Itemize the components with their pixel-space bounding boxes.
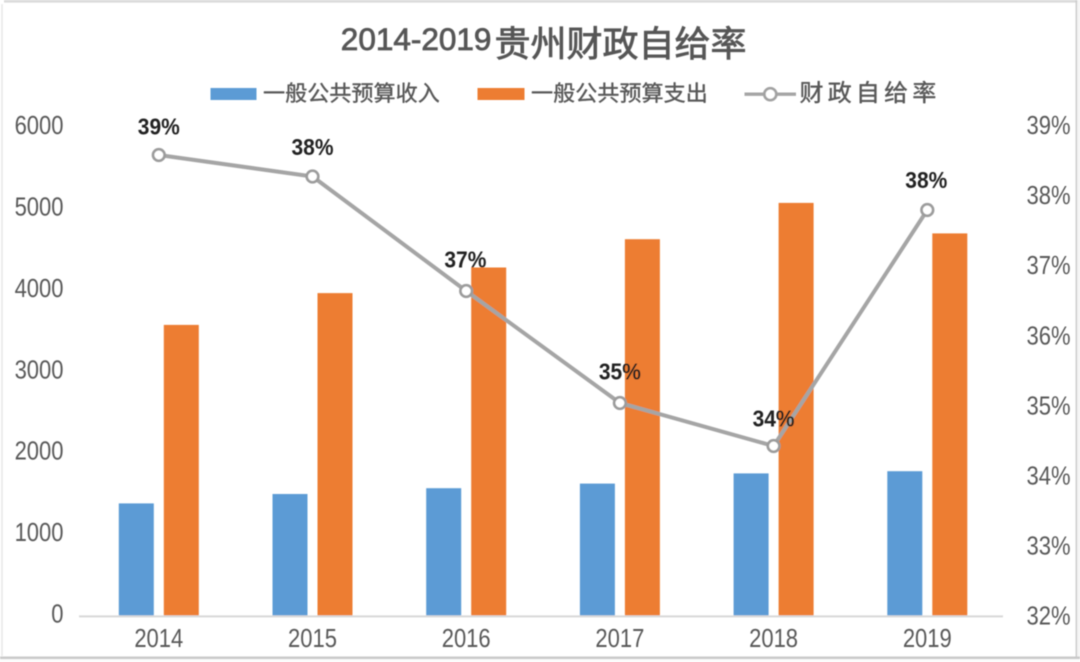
svg-text:2014-2019: 2014-2019 xyxy=(341,21,492,57)
svg-text:2014: 2014 xyxy=(134,624,183,653)
svg-text:0: 0 xyxy=(51,600,63,629)
svg-text:39%: 39% xyxy=(138,113,180,139)
svg-text:38%: 38% xyxy=(291,134,333,160)
svg-text:32%: 32% xyxy=(1027,602,1071,631)
svg-text:38%: 38% xyxy=(905,167,947,193)
svg-text:39%: 39% xyxy=(1027,112,1071,141)
svg-text:2018: 2018 xyxy=(749,624,798,653)
svg-text:2016: 2016 xyxy=(442,624,491,653)
svg-text:36%: 36% xyxy=(1027,322,1071,351)
svg-text:5000: 5000 xyxy=(15,193,64,222)
svg-text:37%: 37% xyxy=(444,246,486,272)
svg-text:2000: 2000 xyxy=(15,437,64,466)
svg-text:35%: 35% xyxy=(1027,392,1071,421)
svg-text:2017: 2017 xyxy=(595,624,644,653)
svg-text:38%: 38% xyxy=(1027,182,1071,211)
svg-text:2019: 2019 xyxy=(903,624,952,653)
svg-text:2015: 2015 xyxy=(288,624,337,653)
svg-text:6000: 6000 xyxy=(15,112,64,141)
svg-text:34%: 34% xyxy=(1027,462,1071,491)
svg-text:1000: 1000 xyxy=(15,518,64,547)
svg-text:37%: 37% xyxy=(1027,252,1071,281)
svg-text:34%: 34% xyxy=(753,405,795,431)
svg-text:35%: 35% xyxy=(599,358,641,384)
svg-text:3000: 3000 xyxy=(15,356,64,385)
svg-text:4000: 4000 xyxy=(15,274,64,303)
svg-text:33%: 33% xyxy=(1027,532,1071,561)
